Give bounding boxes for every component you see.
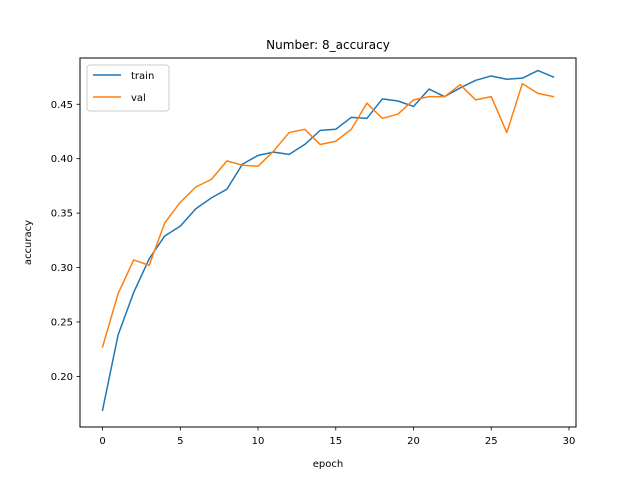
legend-label-train: train	[131, 71, 154, 82]
y-tick-label: 0.30	[51, 263, 73, 274]
x-tick-label: 30	[563, 436, 576, 447]
x-tick-label: 15	[329, 436, 342, 447]
legend-label-val: val	[131, 93, 146, 104]
y-tick-label: 0.25	[51, 317, 73, 328]
axes-frame	[79, 57, 577, 428]
series-line-train	[101, 69, 555, 412]
x-tick-label: 5	[177, 436, 183, 447]
chart-title: Number: 8_accuracy	[266, 38, 390, 52]
x-axis-label: epoch	[313, 459, 343, 470]
x-axis-ticks: 0 5 10 15 20 25 30	[99, 427, 575, 447]
plot-area	[80, 58, 576, 427]
y-tick-label: 0.20	[51, 372, 73, 383]
y-axis-label: accuracy	[23, 220, 34, 265]
y-tick-label: 0.35	[51, 209, 73, 220]
y-tick-label: 0.40	[51, 154, 73, 165]
legend: train val	[86, 64, 170, 112]
legend-box	[86, 64, 170, 112]
x-tick-label: 20	[407, 436, 420, 447]
series-line-val	[101, 82, 555, 348]
y-axis-ticks: 0.20 0.25 0.30 0.35 0.40 0.45	[51, 100, 80, 383]
x-tick-label: 25	[485, 436, 498, 447]
x-tick-label: 0	[99, 436, 105, 447]
series-layer	[101, 69, 555, 412]
axes-background	[80, 58, 576, 427]
y-tick-label: 0.45	[51, 100, 73, 111]
x-tick-label: 10	[252, 436, 265, 447]
